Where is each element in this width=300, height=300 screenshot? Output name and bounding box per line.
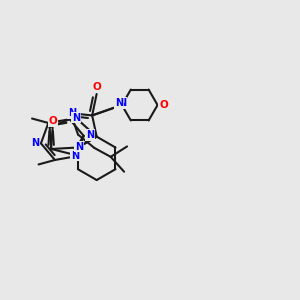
- Text: O: O: [159, 100, 168, 110]
- Text: N: N: [86, 130, 94, 140]
- Text: O: O: [48, 116, 57, 126]
- Text: N: N: [32, 138, 40, 148]
- Text: N: N: [71, 151, 79, 161]
- Text: N: N: [75, 142, 83, 152]
- Text: N: N: [68, 108, 76, 118]
- Text: N: N: [115, 98, 123, 108]
- Text: N: N: [72, 112, 80, 123]
- Text: N: N: [118, 98, 126, 108]
- Text: O: O: [92, 82, 101, 92]
